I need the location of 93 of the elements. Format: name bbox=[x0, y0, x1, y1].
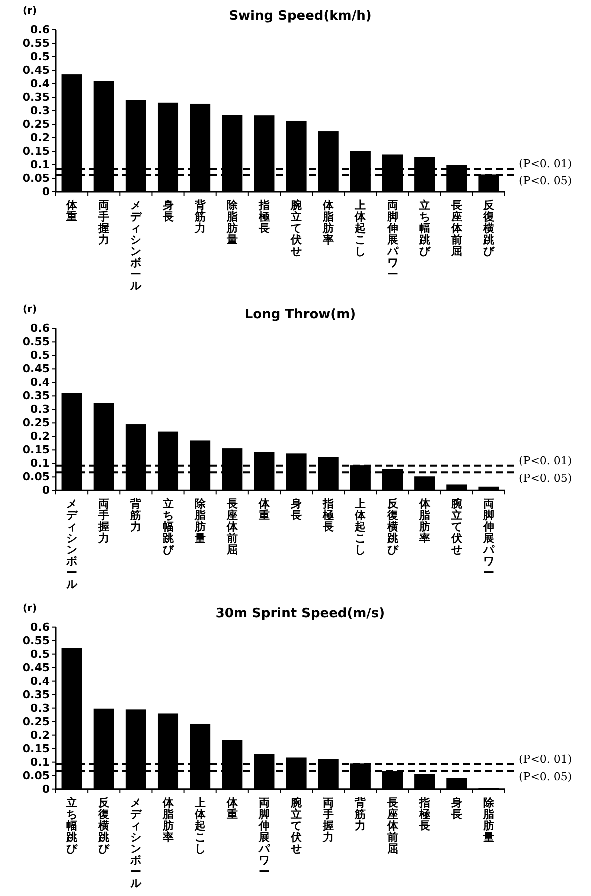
y-tick-label: 0.1 bbox=[30, 756, 50, 769]
x-tick-label: 身長 bbox=[290, 498, 302, 522]
x-tick-label: 反復横跳び bbox=[482, 199, 496, 258]
y-tick-label: 0.45 bbox=[22, 362, 50, 376]
y-tick-label: 0.05 bbox=[22, 172, 50, 185]
x-tick-label: 除脂肪量 bbox=[482, 796, 496, 844]
y-tick-label: 0.55 bbox=[22, 37, 50, 50]
y-tick-label: 0.3 bbox=[30, 403, 50, 416]
ref-line-label: (P<0. 05) bbox=[519, 472, 572, 486]
x-tick-label: 除脂肪量 bbox=[194, 498, 207, 546]
chart-title: Long Throw(m) bbox=[244, 308, 356, 323]
x-tick-label: 指極長 bbox=[322, 498, 334, 534]
x-tick-label: 立ち幅跳び bbox=[418, 199, 432, 258]
x-tick-label: メディシンボール bbox=[130, 796, 143, 890]
x-tick-label: 体重 bbox=[258, 498, 271, 522]
y-tick-label: 0.2 bbox=[30, 132, 50, 144]
y-tick-label: 0.25 bbox=[22, 715, 50, 728]
y-tick-label: 0.6 bbox=[30, 24, 50, 36]
x-tick-label: 反復横跳び bbox=[386, 498, 400, 557]
y-tick-label: 0.1 bbox=[30, 457, 50, 470]
x-tick-label: 背筋力 bbox=[130, 498, 143, 534]
y-tick-label: 0.4 bbox=[30, 674, 50, 688]
ref-line-label: (P<0. 05) bbox=[519, 174, 572, 188]
y-tick-label: 0.45 bbox=[22, 64, 50, 77]
y-tick-label: 0.2 bbox=[30, 430, 50, 444]
x-tick-label: 上体起こし bbox=[194, 796, 207, 856]
y-tick-label: 0.1 bbox=[30, 158, 50, 172]
x-tick-label: 両脚伸展パワー bbox=[386, 199, 400, 281]
y-tick-label: 0.2 bbox=[30, 728, 50, 742]
y-tick-label: 0.25 bbox=[22, 118, 50, 131]
x-tick-label: 長座体前屈 bbox=[450, 199, 464, 258]
y-axis-title: (r) bbox=[22, 603, 38, 614]
x-tick-label: 両脚伸展パワー bbox=[482, 498, 496, 580]
x-tick-label: 指極長 bbox=[418, 796, 430, 832]
ref-line-label: (P<0. 01) bbox=[519, 158, 572, 171]
x-tick-label: 指極長 bbox=[258, 199, 270, 235]
y-tick-label: 0.55 bbox=[22, 336, 50, 349]
y-tick-label: 0.5 bbox=[30, 50, 50, 64]
y-tick-label: 0.35 bbox=[22, 91, 50, 104]
x-tick-label: 体脂肪率 bbox=[162, 796, 175, 844]
x-tick-label: 長座体前屈 bbox=[226, 498, 239, 557]
y-tick-label: 0.6 bbox=[30, 322, 50, 336]
y-tick-label: 0 bbox=[42, 186, 50, 198]
y-tick-label: 0.6 bbox=[30, 620, 50, 634]
chart-title: Swing Speed(km/h) bbox=[229, 9, 372, 24]
x-tick-label: 両手握力 bbox=[98, 498, 110, 546]
y-tick-label: 0.3 bbox=[30, 104, 50, 118]
y-tick-label: 0.05 bbox=[22, 470, 50, 484]
y-tick-label: 0.45 bbox=[22, 661, 50, 674]
y-tick-label: 0.4 bbox=[30, 78, 50, 90]
ref-line-label: (P<0. 01) bbox=[519, 454, 572, 468]
x-tick-label: 身長 bbox=[450, 796, 462, 821]
y-tick-label: 0.5 bbox=[30, 349, 50, 362]
x-tick-label: 体脂肪率 bbox=[322, 199, 336, 246]
x-tick-label: メディシンボール bbox=[130, 199, 143, 292]
x-tick-label: 体重 bbox=[66, 199, 79, 224]
y-tick-label: 0.35 bbox=[22, 688, 50, 702]
y-tick-label: 0.15 bbox=[22, 742, 50, 756]
y-tick-label: 0.25 bbox=[22, 416, 50, 430]
ref-line-label: (P<0. 05) bbox=[519, 770, 572, 784]
y-tick-label: 0.3 bbox=[30, 702, 50, 715]
x-tick-label: 上体起こし bbox=[354, 498, 368, 557]
y-tick-label: 0.05 bbox=[22, 769, 50, 782]
x-tick-label: 立ち幅跳び bbox=[162, 498, 175, 557]
x-tick-label: 反復横跳び bbox=[98, 796, 111, 856]
chart-title: 30m Sprint Speed(m/s) bbox=[216, 606, 386, 622]
y-tick-label: 0.15 bbox=[22, 145, 50, 158]
x-tick-label: 腕立て伏せ bbox=[450, 498, 464, 557]
x-tick-label: 体重 bbox=[226, 796, 239, 821]
x-tick-label: メディシンボール bbox=[66, 498, 79, 592]
x-tick-label: 体脂肪率 bbox=[418, 498, 432, 546]
x-tick-label: 両脚伸展パワー bbox=[258, 796, 271, 878]
y-tick-label: 0.15 bbox=[22, 444, 50, 457]
x-tick-label: 背筋力 bbox=[194, 199, 207, 235]
x-tick-label: 上体起こし bbox=[354, 199, 368, 258]
y-tick-label: 0.55 bbox=[22, 634, 50, 648]
x-tick-label: 立ち幅跳び bbox=[66, 796, 79, 856]
y-tick-label: 0 bbox=[42, 782, 50, 796]
ref-line-label: (P<0. 01) bbox=[519, 752, 572, 766]
x-tick-label: 長座体前屈 bbox=[386, 796, 400, 856]
y-tick-label: 0.4 bbox=[30, 376, 50, 390]
x-tick-label: 除脂肪量 bbox=[226, 199, 239, 246]
x-tick-label: 腕立て伏せ bbox=[290, 796, 304, 856]
y-tick-label: 0.35 bbox=[22, 390, 50, 403]
y-axis-title: (r) bbox=[22, 304, 38, 316]
y-tick-label: 0 bbox=[42, 484, 50, 498]
y-tick-label: 0.5 bbox=[30, 648, 50, 661]
x-tick-label: 両手握力 bbox=[98, 199, 110, 246]
y-axis-title: (r) bbox=[22, 6, 38, 17]
x-tick-label: 両手握力 bbox=[322, 796, 334, 844]
x-tick-label: 身長 bbox=[162, 199, 174, 224]
x-tick-label: 背筋力 bbox=[354, 796, 368, 832]
x-tick-label: 腕立て伏せ bbox=[290, 199, 304, 258]
